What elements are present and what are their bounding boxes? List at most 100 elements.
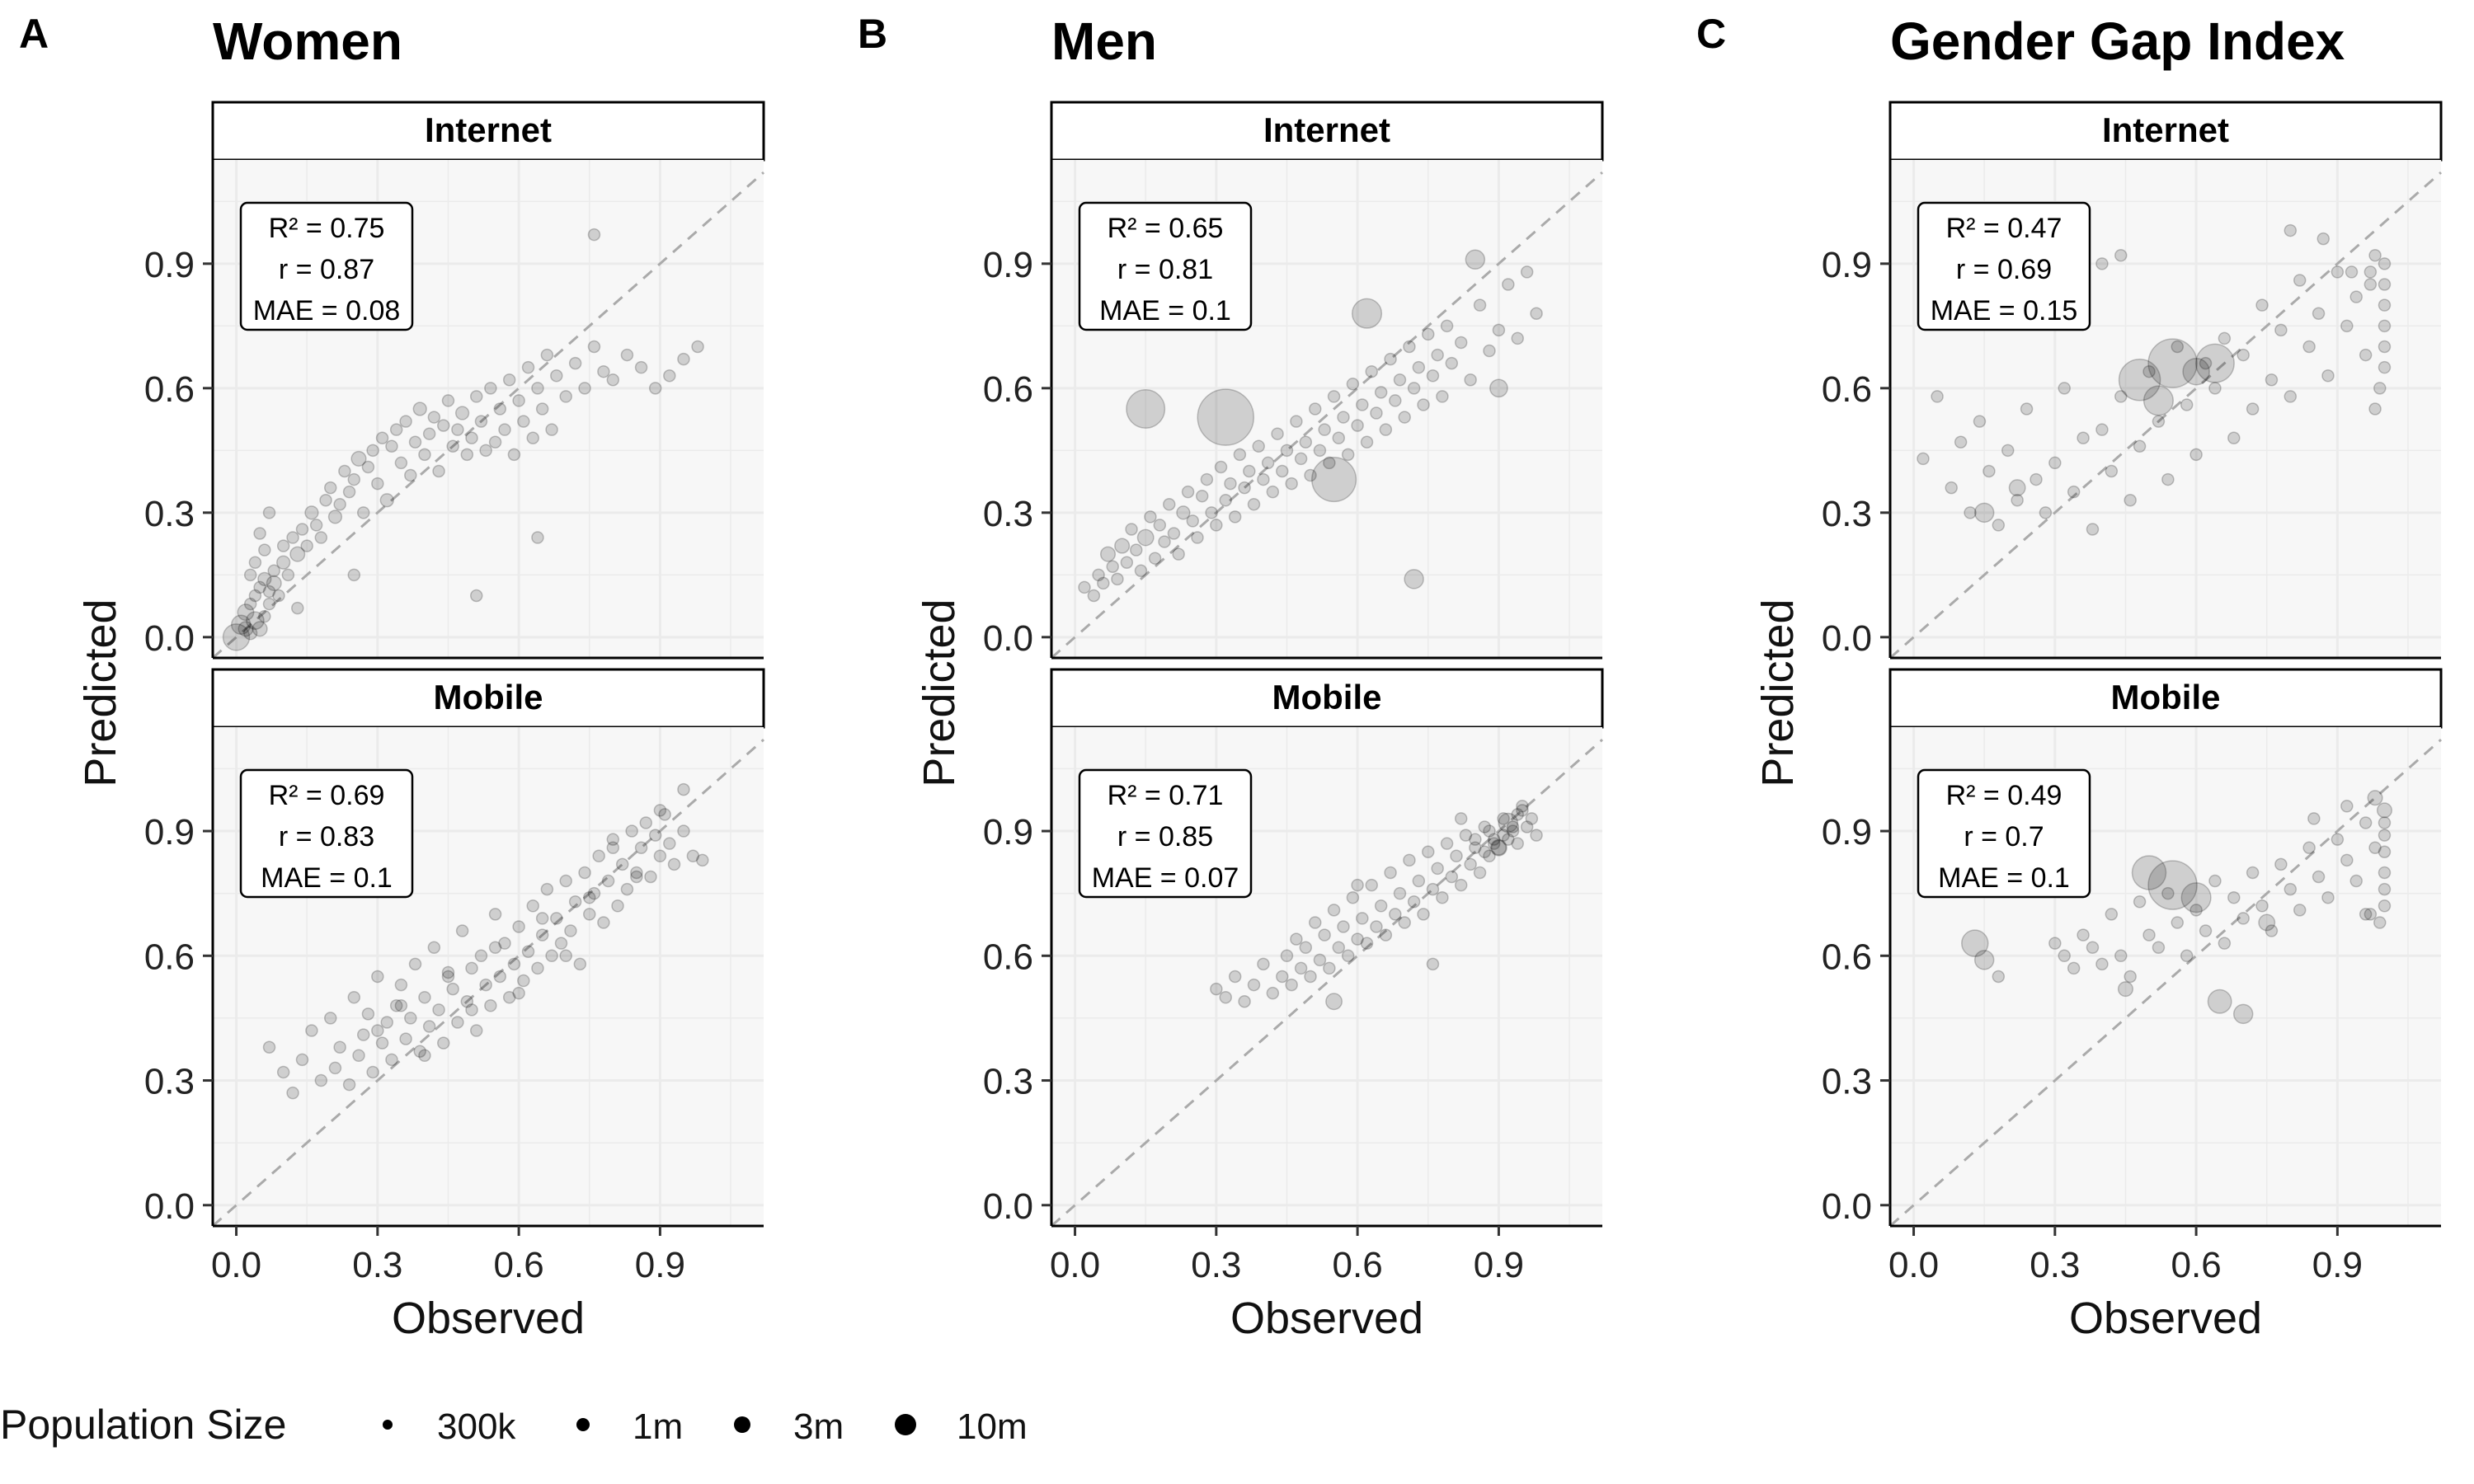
data-point xyxy=(427,411,441,424)
facet-strip-label: Internet xyxy=(2102,110,2229,149)
data-point xyxy=(2236,912,2250,925)
data-point xyxy=(262,585,276,599)
data-point xyxy=(418,990,431,1004)
data-point xyxy=(507,957,521,971)
data-point xyxy=(2227,890,2241,904)
data-point xyxy=(507,448,521,462)
data-point xyxy=(1973,950,1995,970)
reference-diagonal xyxy=(212,171,764,660)
data-point xyxy=(564,924,577,937)
data-point xyxy=(1464,857,1477,871)
data-point xyxy=(568,356,582,370)
data-point xyxy=(2147,338,2198,388)
data-point xyxy=(2227,431,2241,444)
data-point xyxy=(1469,833,1482,846)
data-point xyxy=(380,1016,393,1029)
reference-diagonal xyxy=(1889,171,2442,660)
data-point xyxy=(2011,493,2024,507)
data-point xyxy=(2378,257,2392,270)
data-point xyxy=(554,937,568,950)
data-point xyxy=(1228,970,1242,984)
y-tick-label: 0.6 xyxy=(144,937,195,977)
data-point xyxy=(2114,390,2128,403)
data-point xyxy=(2368,249,2382,262)
x-tick-label: 0.3 xyxy=(2030,1245,2080,1285)
data-point xyxy=(1257,957,1270,971)
data-point xyxy=(578,866,591,880)
y-tick-label: 0.3 xyxy=(144,1062,195,1102)
data-point xyxy=(1351,878,1364,892)
data-point xyxy=(314,531,328,544)
data-point xyxy=(1280,949,1294,963)
data-point xyxy=(1092,568,1105,582)
data-point xyxy=(517,415,530,428)
stats-line: r = 0.85 xyxy=(1117,821,1213,852)
data-point xyxy=(1106,560,1119,574)
data-point xyxy=(418,1049,431,1063)
stats-line: r = 0.69 xyxy=(1956,254,2052,285)
data-point xyxy=(276,539,290,552)
stats-box xyxy=(239,768,414,899)
data-point xyxy=(1304,970,1317,984)
data-point xyxy=(2077,928,2090,942)
data-point xyxy=(252,621,268,637)
data-point xyxy=(1389,394,1402,407)
data-point xyxy=(338,464,351,478)
data-point xyxy=(2265,373,2279,387)
data-point xyxy=(2368,841,2382,854)
data-point xyxy=(460,448,474,462)
data-point xyxy=(1290,415,1303,428)
data-point xyxy=(2142,928,2156,942)
data-point xyxy=(1412,360,1426,374)
data-point xyxy=(2349,874,2363,888)
data-point xyxy=(535,912,549,925)
data-point xyxy=(1511,837,1524,850)
y-tick-label: 0.9 xyxy=(1822,812,1872,852)
reference-diagonal xyxy=(212,739,764,1228)
x-tick-label: 0.9 xyxy=(1474,1245,1524,1285)
data-point xyxy=(375,431,389,444)
data-point xyxy=(371,970,384,984)
data-point xyxy=(502,990,516,1004)
data-point xyxy=(1931,390,1944,403)
data-point xyxy=(289,546,306,562)
data-point xyxy=(2105,908,2119,921)
data-point xyxy=(2117,981,2134,998)
data-point xyxy=(1337,411,1350,424)
data-point xyxy=(2258,913,2276,932)
data-point xyxy=(1313,444,1327,458)
data-point xyxy=(1530,829,1543,842)
data-point xyxy=(412,402,427,416)
data-point xyxy=(1478,845,1492,858)
y-tick-label: 0.6 xyxy=(1822,937,1872,977)
data-point xyxy=(2378,340,2392,354)
data-point xyxy=(314,1073,328,1087)
stats-line: MAE = 0.1 xyxy=(1938,862,2070,894)
y-tick-label: 0.3 xyxy=(983,1062,1033,1102)
data-point xyxy=(1186,514,1200,528)
data-point xyxy=(2307,812,2321,825)
data-point xyxy=(1431,862,1444,876)
data-point xyxy=(1271,427,1284,440)
data-point xyxy=(1398,916,1411,929)
data-point xyxy=(243,626,258,641)
y-axis-label: Predicted xyxy=(915,599,964,787)
stats-line: R² = 0.75 xyxy=(269,213,385,244)
data-point xyxy=(295,1053,309,1067)
data-point xyxy=(352,1049,365,1063)
data-point xyxy=(1327,904,1341,917)
data-point xyxy=(432,464,445,478)
data-point xyxy=(1099,546,1117,562)
x-tick-label: 0.0 xyxy=(211,1245,261,1285)
data-point xyxy=(606,373,620,387)
data-point xyxy=(1276,970,1289,984)
data-point xyxy=(2293,274,2307,287)
data-point xyxy=(441,965,455,979)
data-point xyxy=(540,882,554,896)
data-point xyxy=(1351,419,1364,432)
data-point xyxy=(611,899,624,913)
data-point xyxy=(1323,456,1336,470)
data-point xyxy=(1945,481,1958,495)
data-point xyxy=(2274,323,2288,337)
data-point xyxy=(2316,232,2331,246)
